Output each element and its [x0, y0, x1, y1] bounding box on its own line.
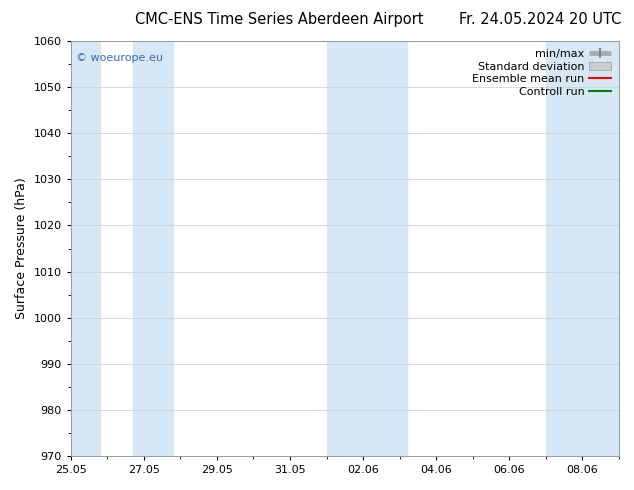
- Y-axis label: Surface Pressure (hPa): Surface Pressure (hPa): [15, 178, 28, 319]
- Text: CMC-ENS Time Series Aberdeen Airport: CMC-ENS Time Series Aberdeen Airport: [134, 12, 424, 27]
- Bar: [67, 41, 100, 456]
- Text: © woeurope.eu: © woeurope.eu: [76, 53, 163, 64]
- Bar: [327, 41, 407, 456]
- Bar: [546, 41, 623, 456]
- Bar: [133, 41, 173, 456]
- Legend: min/max, Standard deviation, Ensemble mean run, Controll run: min/max, Standard deviation, Ensemble me…: [470, 47, 614, 99]
- Text: Fr. 24.05.2024 20 UTC: Fr. 24.05.2024 20 UTC: [459, 12, 621, 27]
